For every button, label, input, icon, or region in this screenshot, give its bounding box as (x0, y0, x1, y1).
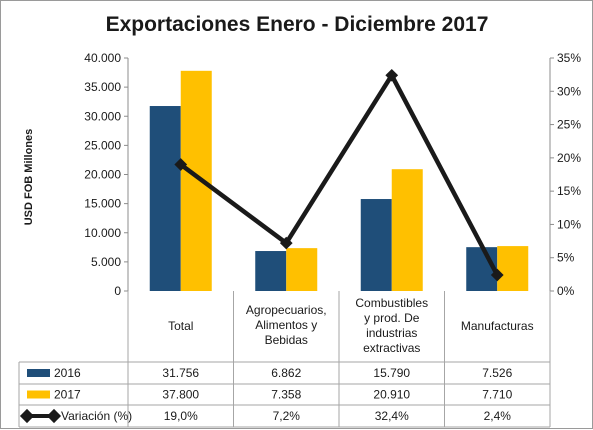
series-name-1: 2016 (54, 366, 81, 380)
y-tick-label: 35.000 (84, 80, 121, 94)
variation-point-2 (279, 236, 293, 250)
variation-line-path (179, 73, 500, 277)
axes: 0 5.000 10.000 15.000 20.000 25.000 30.000 35.0… (84, 51, 581, 298)
y-tick-label: 30.000 (84, 109, 121, 123)
chart-title: Exportaciones Enero - Diciembre 2017 (106, 13, 489, 36)
category-label-4: Manufacturas (461, 319, 534, 333)
y-tick-label: 0 (114, 284, 121, 298)
table-cell-3-1: 19,0% (164, 409, 198, 423)
y-tick-label: 40.000 (84, 51, 121, 65)
bar-2016-2 (255, 251, 287, 291)
bar-2016-3 (360, 199, 392, 291)
category-label-3: industrias (366, 326, 417, 340)
table-cell-2-3: 20.910 (373, 388, 410, 402)
legend-key-2 (27, 390, 50, 399)
y-tick-label: 20.000 (84, 168, 121, 182)
category-label-3: extractivas (363, 341, 420, 355)
table-cell-1-2: 6.862 (271, 366, 301, 380)
variation-line (174, 68, 504, 282)
legend-swatch (27, 369, 50, 377)
y2-tick-label: 5% (557, 251, 575, 265)
table-cell-3-4: 2,4% (484, 409, 512, 423)
y2-tick-label: 0% (557, 284, 575, 298)
series-name-2: 2017 (54, 388, 81, 402)
table-cell-2-4: 7.710 (482, 388, 512, 402)
category-label-2: Agropecuarios, (246, 303, 327, 317)
y2-tick-label: 15% (557, 184, 581, 198)
bar-2017-4 (497, 246, 529, 291)
y2-tick-label: 10% (557, 217, 581, 231)
legend-swatch (27, 390, 50, 399)
legend-key-1 (27, 369, 50, 377)
series-name-3: Variación (%) (61, 409, 132, 423)
y-axis-label-group: USD FOB Millones (23, 129, 35, 226)
table-cell-1-1: 31.756 (162, 366, 199, 380)
legend-marker (46, 408, 62, 424)
bar-2016-1 (149, 106, 181, 291)
bar-2017-1 (180, 70, 212, 291)
category-label-3: y prod. De (364, 311, 420, 325)
y-axis-label: USD FOB Millones (23, 129, 35, 226)
bar-2017-3 (391, 169, 423, 291)
category-label-1: Total (168, 319, 193, 333)
y-tick-label: 15.000 (84, 197, 121, 211)
y2-tick-label: 20% (557, 151, 581, 165)
table-cell-3-3: 32,4% (375, 409, 409, 423)
category-label-2: Alimentos y (255, 318, 317, 332)
y2-tick-label: 30% (557, 84, 581, 98)
category-label-3: Combustibles (355, 296, 428, 310)
table-cell-1-3: 15.790 (373, 366, 410, 380)
variation-point-4 (490, 268, 504, 282)
y-tick-label: 10.000 (84, 226, 121, 240)
legend-marker (19, 408, 35, 424)
category-label-2: Bebidas (265, 333, 308, 347)
legend-key-3 (19, 408, 62, 424)
table-cell-1-4: 7.526 (482, 366, 512, 380)
variation-point-1 (174, 158, 188, 171)
y-tick-label: 25.000 (84, 138, 121, 152)
table-cell-3-2: 7,2% (273, 409, 301, 423)
bar-2017-2 (286, 248, 318, 291)
y2-tick-label: 25% (557, 118, 581, 132)
table-cell-2-1: 37.800 (162, 388, 199, 402)
bars (149, 70, 529, 291)
y-tick-label: 5.000 (91, 255, 121, 269)
table-cell-2-2: 7.358 (271, 388, 301, 402)
variation-point-3 (385, 68, 399, 82)
y2-tick-label: 35% (557, 51, 581, 65)
